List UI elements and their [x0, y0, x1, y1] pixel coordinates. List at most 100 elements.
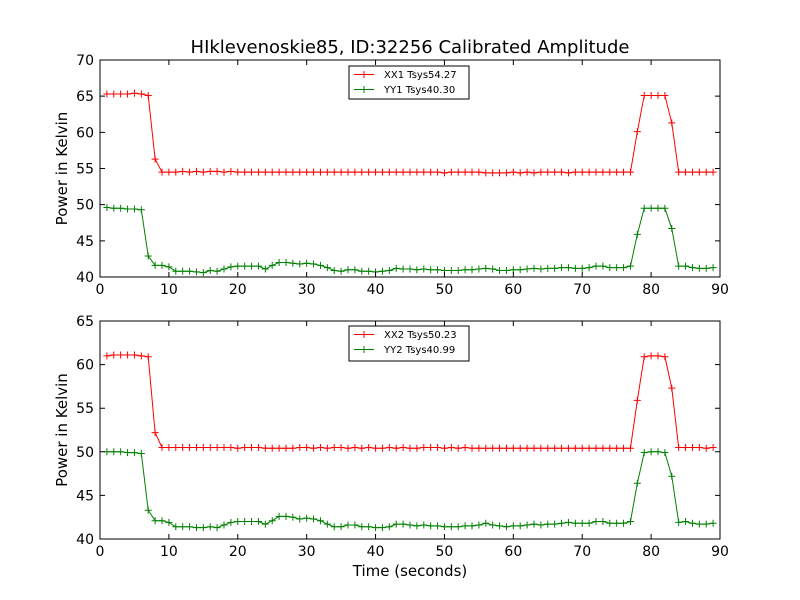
x-tick-label: 30: [298, 282, 316, 298]
x-tick-label: 70: [573, 282, 591, 298]
data-point: [378, 444, 386, 452]
data-point: [323, 264, 331, 272]
legend-marker: [360, 346, 368, 353]
data-point: [385, 443, 393, 451]
data-point: [682, 262, 690, 270]
data-point: [475, 521, 483, 529]
data-point: [447, 523, 455, 531]
x-tick-label: 20: [229, 282, 247, 298]
data-point: [144, 252, 152, 260]
data-point: [496, 266, 504, 274]
data-point: [310, 260, 318, 268]
data-point: [117, 90, 125, 98]
data-point: [344, 168, 352, 176]
data-point: [365, 443, 373, 451]
data-point: [344, 444, 352, 452]
bottom-panel: 0 10 20 30 40 50 60 70 80 90 40 45 50 55 60 65 Power in …: [53, 314, 729, 580]
data-point: [310, 168, 318, 176]
data-point: [578, 444, 586, 452]
data-point: [172, 443, 180, 451]
data-point: [640, 353, 648, 361]
y-tick-label: 40: [76, 532, 94, 548]
data-point: [316, 443, 324, 451]
data-point: [227, 167, 235, 175]
data-point: [709, 519, 717, 527]
data-point: [241, 168, 249, 176]
data-point: [192, 268, 200, 276]
data-point: [323, 520, 331, 528]
data-point: [482, 444, 490, 452]
data-point: [509, 168, 517, 176]
data-point: [502, 266, 510, 274]
x-tick-label: 0: [96, 282, 105, 298]
data-point: [599, 518, 607, 526]
data-point: [454, 444, 462, 452]
data-point: [695, 443, 703, 451]
data-point: [296, 168, 304, 176]
data-point: [406, 521, 414, 529]
data-point: [468, 168, 476, 176]
data-point: [220, 168, 228, 176]
data-point: [399, 443, 407, 451]
y-tick-label: 60: [76, 358, 94, 374]
data-point: [537, 265, 545, 273]
data-point: [613, 519, 621, 527]
data-point: [440, 169, 448, 177]
data-point: [668, 119, 676, 127]
data-point: [482, 169, 490, 177]
data-point: [372, 444, 380, 452]
data-point: [241, 518, 249, 526]
data-point: [289, 259, 297, 267]
x-tick-label: 0: [96, 544, 105, 560]
data-point: [558, 168, 566, 176]
data-point: [358, 168, 366, 176]
data-point: [509, 522, 517, 530]
data-point: [461, 522, 469, 530]
data-point: [675, 443, 683, 451]
data-point: [392, 444, 400, 452]
data-point: [124, 351, 132, 359]
data-point: [220, 521, 228, 529]
data-point: [248, 443, 256, 451]
data-point: [434, 266, 442, 274]
data-point: [661, 204, 669, 212]
data-point: [475, 444, 483, 452]
chart-title: HIklevenoskie85, ID:32256 Calibrated Amp…: [191, 37, 630, 58]
data-point: [406, 444, 414, 452]
data-point: [613, 168, 621, 176]
data-point: [647, 448, 655, 456]
legend: XX2 Tsys50.23 YY2 Tsys40.99: [348, 325, 470, 362]
data-point: [695, 168, 703, 176]
data-point: [289, 168, 297, 176]
x-tick-label: 40: [367, 544, 385, 560]
data-point: [654, 204, 662, 212]
data-point: [296, 260, 304, 268]
data-point: [124, 205, 132, 213]
data-point: [282, 444, 290, 452]
data-point: [647, 91, 655, 99]
data-point: [647, 352, 655, 360]
data-point: [137, 450, 145, 458]
data-point: [399, 520, 407, 528]
x-tick-label: 70: [573, 544, 591, 560]
data-point: [654, 352, 662, 360]
data-point: [103, 204, 111, 212]
data-point: [372, 524, 380, 532]
data-point: [640, 91, 648, 99]
data-point: [199, 443, 207, 451]
data-point: [661, 91, 669, 99]
data-point: [489, 169, 497, 177]
data-point: [378, 267, 386, 275]
data-point: [296, 515, 304, 523]
data-point: [358, 523, 366, 531]
data-point: [626, 444, 634, 452]
data-point: [186, 443, 194, 451]
data-point: [199, 168, 207, 176]
data-point: [440, 444, 448, 452]
data-point: [165, 518, 173, 526]
legend-label: XX1 Tsys54.27: [384, 70, 457, 81]
data-point: [599, 444, 607, 452]
data-point: [523, 168, 531, 176]
data-point: [165, 263, 173, 271]
